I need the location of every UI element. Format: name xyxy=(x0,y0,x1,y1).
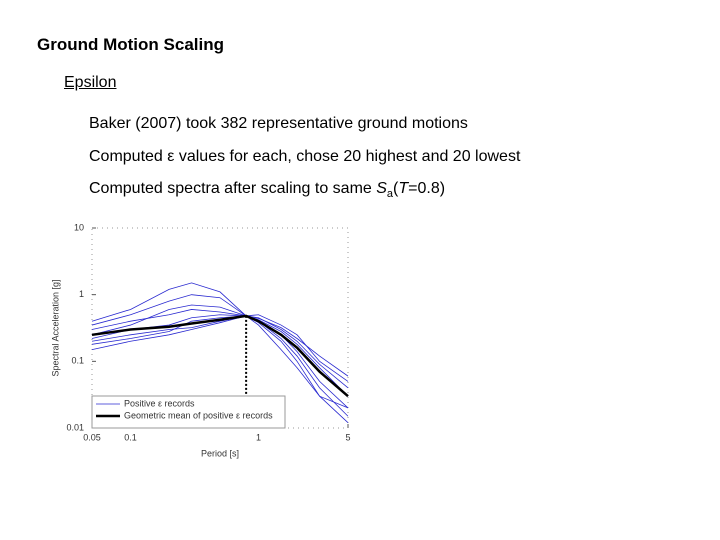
slide-subtitle: Epsilon xyxy=(64,74,117,91)
y-axis-label: Spectral Acceleration [g] xyxy=(50,279,60,376)
x-tick-label: 0.05 xyxy=(83,432,101,442)
y-tick-label: 1 xyxy=(79,289,84,299)
series-line xyxy=(91,315,349,389)
text: T xyxy=(398,180,409,197)
text: =0.8) xyxy=(408,180,446,197)
bullet: Computed ε values for each, chose 20 hig… xyxy=(89,148,521,165)
y-tick-label: 0.01 xyxy=(66,422,84,432)
x-axis-label: Period [s] xyxy=(201,448,239,458)
x-tick-label: 1 xyxy=(256,432,261,442)
legend-box xyxy=(91,395,286,429)
text: S xyxy=(376,180,387,197)
y-tick-label: 10 xyxy=(74,222,84,232)
bullet: Computed spectra after scaling to same S… xyxy=(89,180,445,200)
series-line xyxy=(91,314,349,398)
bullet: Baker (2007) took 382 representative gro… xyxy=(89,115,468,132)
y-tick-label: 0.1 xyxy=(71,356,84,366)
legend-label: Positive ε records xyxy=(124,398,195,408)
text: ( xyxy=(393,180,399,197)
x-tick-label: 5 xyxy=(345,432,350,442)
legend-label: Geometric mean of positive ε records xyxy=(124,410,273,420)
text: a xyxy=(386,188,394,201)
x-tick-label: 0.1 xyxy=(124,432,137,442)
plot-frame xyxy=(91,227,349,429)
slide-title: Ground Motion Scaling xyxy=(37,35,224,54)
series-line xyxy=(91,282,349,409)
text: Computed spectra after scaling to same xyxy=(89,180,377,197)
